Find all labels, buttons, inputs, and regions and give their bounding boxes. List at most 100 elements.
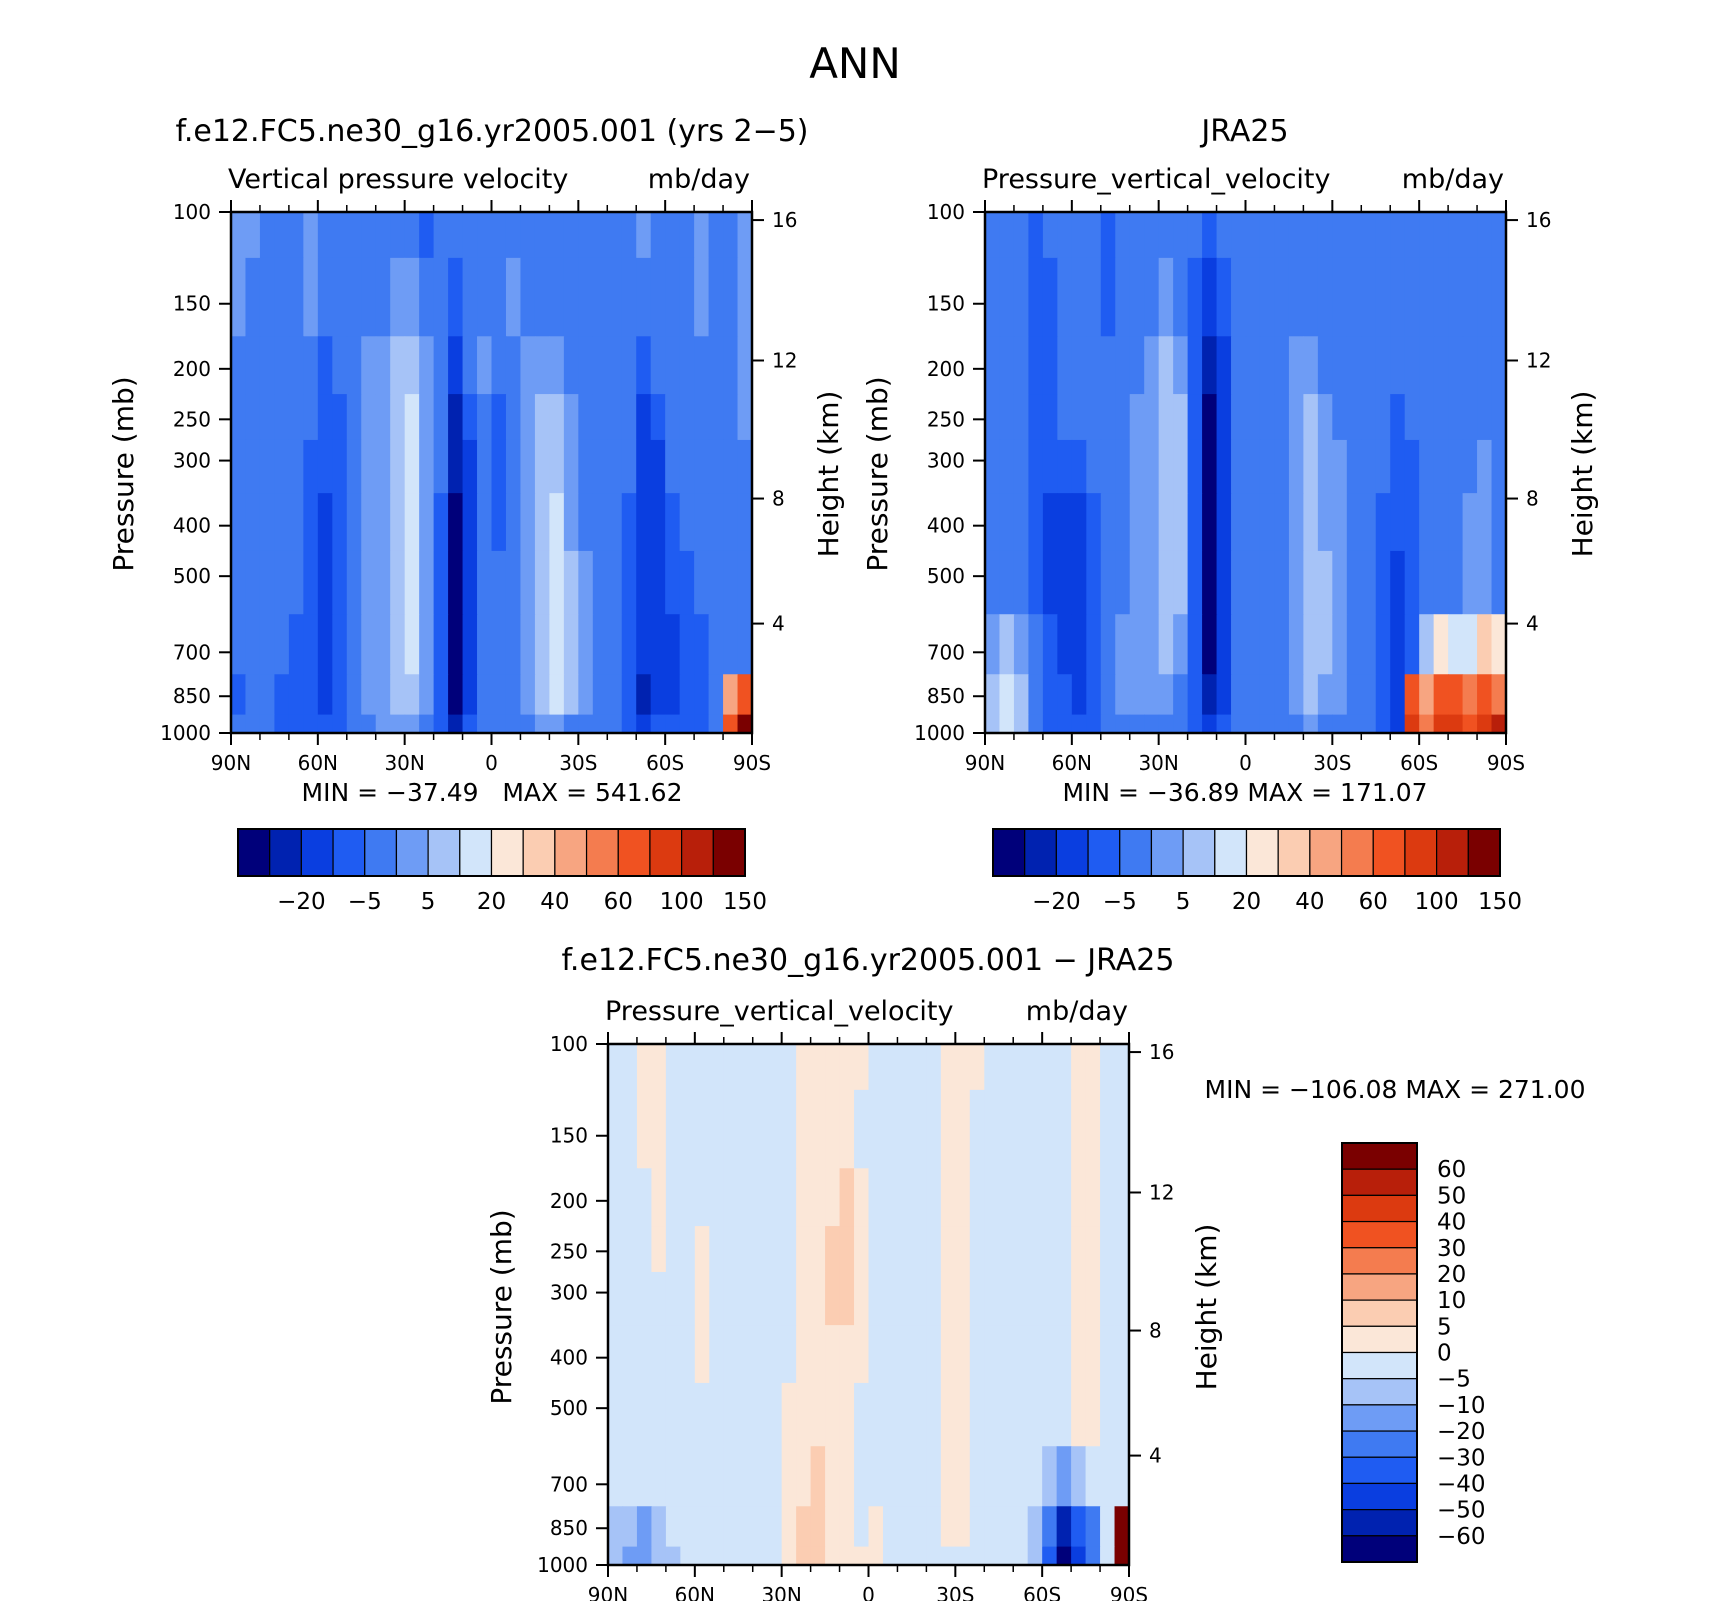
x-tick-label: 30N: [384, 751, 424, 775]
contour-cell: [1303, 394, 1319, 441]
contour-cell: [462, 614, 478, 675]
contour-cell: [608, 1382, 624, 1447]
contour-cell: [1317, 550, 1333, 615]
contour-cell: [608, 1325, 624, 1384]
contour-cell: [839, 1382, 855, 1447]
contour-cell: [940, 1044, 956, 1091]
contour-cell: [433, 550, 449, 615]
contour-cell: [1129, 257, 1145, 337]
contour-cell: [607, 493, 623, 552]
contour-cell: [882, 1382, 899, 1447]
contour-cell: [1071, 1446, 1087, 1507]
contour-cell: [1245, 550, 1261, 615]
contour-cell: [708, 394, 724, 441]
contour-cell: [709, 1044, 725, 1091]
contour-cell: [1013, 394, 1030, 441]
contour-cell: [1115, 336, 1131, 395]
contour-cell: [1303, 674, 1319, 716]
contour-cell: [477, 439, 493, 494]
colorbar-swatch: [1341, 1142, 1418, 1170]
contour-cell: [563, 257, 579, 337]
contour-cell: [1346, 714, 1362, 734]
contour-cell: [1419, 257, 1435, 337]
contour-cell: [1491, 439, 1507, 494]
contour-cell: [1231, 257, 1247, 337]
contour-cell: [1173, 212, 1189, 259]
contour-cell: [723, 1325, 739, 1384]
contour-cell: [621, 212, 637, 259]
contour-cell: [665, 439, 681, 494]
contour-cell: [1288, 714, 1304, 734]
x-tick-label: 60S: [1023, 1583, 1061, 1601]
contour-cell: [694, 550, 710, 615]
contour-cell: [1144, 714, 1160, 734]
contour-cell: [1187, 439, 1203, 494]
contour-cell: [1216, 336, 1232, 395]
contour-cell: [433, 614, 449, 675]
contour-cell: [825, 1044, 841, 1091]
contour-cell: [375, 394, 391, 441]
colorbar-swatch: [427, 828, 461, 877]
contour-cell: [1028, 257, 1044, 337]
contour-cell: [984, 1325, 1000, 1384]
contour-cell: [1042, 714, 1058, 734]
contour-cell: [1100, 1325, 1116, 1384]
contour-cell: [998, 1506, 1014, 1548]
y-tick-label-right: 4: [772, 612, 785, 636]
contour-cell: [1202, 493, 1218, 552]
contour-cell: [636, 1382, 653, 1447]
contour-cell: [1085, 1546, 1101, 1566]
contour-cell: [723, 1089, 739, 1169]
contour-cell: [737, 212, 753, 259]
contour-cell: [694, 336, 710, 395]
contour-cell: [636, 439, 652, 494]
contour-cell: [1288, 336, 1304, 395]
contour-cell: [231, 336, 247, 395]
contour-cell: [723, 1044, 739, 1091]
contour-cell: [1259, 550, 1276, 615]
contour-cell: [810, 1446, 826, 1507]
y-tick-label: 300: [927, 449, 965, 473]
colorbar-swatch: [1150, 828, 1184, 877]
contour-cell: [1433, 674, 1449, 716]
contour-cell: [1361, 336, 1377, 395]
contour-cell: [317, 336, 333, 395]
contour-cell: [1042, 212, 1058, 259]
contour-cell: [868, 1044, 884, 1091]
panel-subtitle-right: mb/day: [1026, 996, 1128, 1027]
contour-cell: [999, 550, 1015, 615]
y-tick-label: 300: [550, 1281, 588, 1305]
contour-cell: [723, 493, 739, 552]
contour-cell: [767, 1044, 783, 1091]
contour-cell: [549, 212, 565, 259]
contour-cell: [332, 550, 348, 615]
contour-cell: [1013, 1044, 1029, 1091]
contour-cell: [448, 394, 464, 441]
x-tick-label: 90S: [733, 751, 771, 775]
contour-cell: [1027, 1089, 1043, 1169]
contour-cell: [288, 614, 304, 675]
y-tick-label: 100: [550, 1032, 588, 1056]
contour-cell: [1491, 336, 1507, 395]
contour-cell: [1056, 1446, 1072, 1507]
contour-cell: [796, 1325, 812, 1384]
contour-cell: [868, 1546, 884, 1566]
contour-cell: [375, 493, 391, 552]
contour-cell: [1259, 394, 1276, 441]
contour-cell: [911, 1044, 927, 1091]
contour-cell: [1332, 674, 1348, 716]
contour-cell: [1028, 714, 1044, 734]
contour-cell: [1028, 336, 1044, 395]
contour-cell: [1317, 614, 1333, 675]
contour-cell: [1231, 714, 1247, 734]
contour-cell: [955, 1226, 971, 1273]
contour-cell: [709, 1089, 725, 1169]
contour-cell: [1288, 439, 1304, 494]
contour-cell: [505, 674, 522, 716]
contour-cell: [694, 714, 710, 734]
contour-cell: [1042, 674, 1058, 716]
y-tick-label-right: 12: [1526, 348, 1551, 372]
contour-cell: [520, 550, 536, 615]
contour-cell: [1245, 439, 1261, 494]
contour-cell: [940, 1226, 956, 1273]
